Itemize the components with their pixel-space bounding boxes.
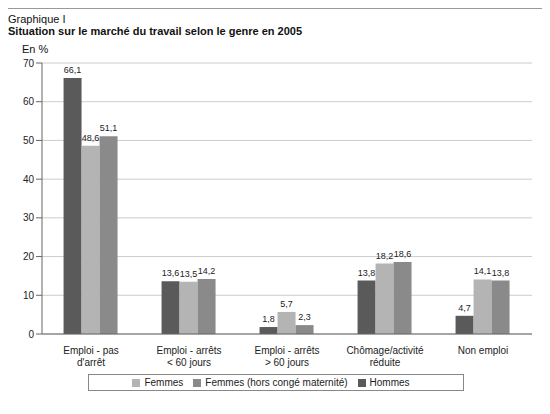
svg-text:Chômage/activitéréduite: Chômage/activitéréduite: [346, 345, 424, 368]
svg-text:4,7: 4,7: [458, 303, 471, 313]
html-text:En %: En %: [22, 43, 49, 55]
svg-text:Emploi - arrêts< 60 jours: Emploi - arrêts< 60 jours: [156, 345, 221, 368]
svg-text:40: 40: [23, 174, 35, 185]
svg-text:0: 0: [28, 329, 34, 340]
svg-text:5,7: 5,7: [280, 299, 293, 309]
svg-text:70: 70: [23, 58, 35, 69]
svg-text:2,3: 2,3: [298, 312, 311, 322]
svg-text:50: 50: [23, 135, 35, 146]
svg-text:10: 10: [23, 290, 35, 301]
svg-text:13,6: 13,6: [162, 268, 180, 278]
svg-text:13,8: 13,8: [492, 268, 510, 278]
html-text:Femmes: Femmes: [144, 377, 184, 388]
svg-text:20: 20: [23, 251, 35, 262]
svg-text:1,8: 1,8: [262, 314, 275, 324]
svg-text:18,2: 18,2: [376, 251, 394, 261]
html-text:Hommes: Hommes: [369, 377, 410, 388]
html-text:Graphique I: Graphique I: [8, 13, 66, 25]
html-text:Situation sur le marché du tra: Situation sur le marché du travail selon…: [8, 25, 303, 37]
svg-text:13,5: 13,5: [180, 269, 198, 279]
svg-text:Emploi - pasd'arrêt: Emploi - pasd'arrêt: [63, 345, 119, 368]
svg-text:14,1: 14,1: [474, 266, 492, 276]
svg-text:30: 30: [23, 212, 35, 223]
html-text:Femmes (hors congé maternité): Femmes (hors congé maternité): [205, 377, 348, 388]
svg-text:66,1: 66,1: [64, 65, 82, 75]
svg-text:60: 60: [23, 96, 35, 107]
svg-text:18,6: 18,6: [394, 249, 412, 259]
svg-text:48,6: 48,6: [82, 133, 100, 143]
svg-text:14,2: 14,2: [198, 266, 216, 276]
svg-text:Non emploi: Non emploi: [458, 345, 509, 356]
svg-text:51,1: 51,1: [100, 123, 118, 133]
svg-text:13,8: 13,8: [358, 268, 376, 278]
svg-text:Emploi - arrêts> 60 jours: Emploi - arrêts> 60 jours: [254, 345, 319, 368]
